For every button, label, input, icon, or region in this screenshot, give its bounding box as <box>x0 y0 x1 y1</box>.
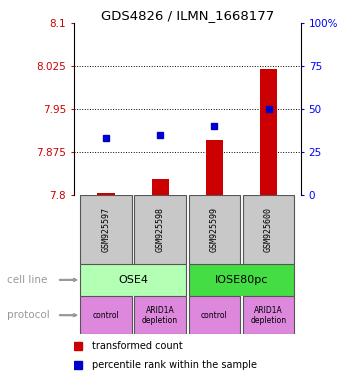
Text: OSE4: OSE4 <box>118 275 148 285</box>
Text: IOSE80pc: IOSE80pc <box>215 275 268 285</box>
Text: ARID1A
depletion: ARID1A depletion <box>251 306 287 325</box>
Bar <box>134 195 186 264</box>
Bar <box>189 264 294 296</box>
Text: ARID1A
depletion: ARID1A depletion <box>142 306 178 325</box>
Bar <box>152 179 169 195</box>
Bar <box>97 193 115 195</box>
Text: control: control <box>93 311 119 320</box>
Bar <box>80 296 132 334</box>
Bar <box>80 195 132 264</box>
Text: GSM925597: GSM925597 <box>102 207 111 252</box>
Bar <box>206 141 223 195</box>
Bar <box>243 195 294 264</box>
Title: GDS4826 / ILMN_1668177: GDS4826 / ILMN_1668177 <box>101 9 274 22</box>
Bar <box>243 296 294 334</box>
Text: control: control <box>201 311 228 320</box>
Text: GSM925599: GSM925599 <box>210 207 219 252</box>
Text: transformed count: transformed count <box>92 341 182 351</box>
Text: cell line: cell line <box>7 275 47 285</box>
Bar <box>189 296 240 334</box>
Text: protocol: protocol <box>7 310 50 320</box>
Bar <box>134 296 186 334</box>
Text: GSM925600: GSM925600 <box>264 207 273 252</box>
Bar <box>80 264 186 296</box>
Bar <box>260 69 277 195</box>
Text: GSM925598: GSM925598 <box>156 207 164 252</box>
Bar <box>189 195 240 264</box>
Text: percentile rank within the sample: percentile rank within the sample <box>92 359 257 369</box>
